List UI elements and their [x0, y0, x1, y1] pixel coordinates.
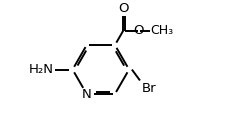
Text: O: O [119, 2, 129, 15]
Text: O: O [133, 24, 144, 37]
Text: CH₃: CH₃ [150, 24, 174, 37]
Text: Br: Br [141, 82, 156, 95]
Text: N: N [82, 88, 92, 101]
Text: H₂N: H₂N [29, 63, 54, 76]
